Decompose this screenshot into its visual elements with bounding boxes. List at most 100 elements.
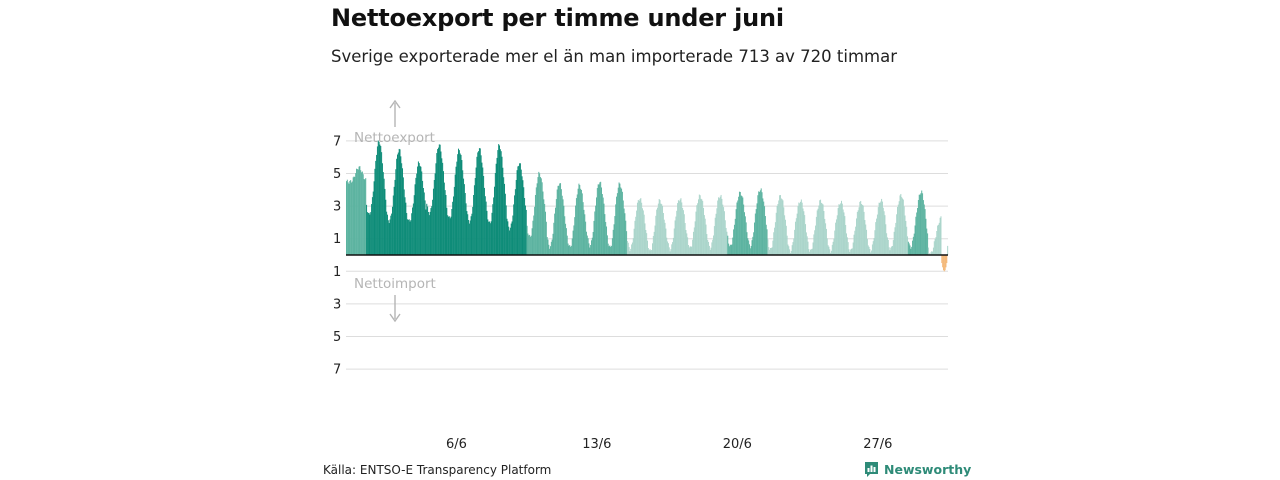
bar-net-export <box>496 157 498 255</box>
bar-net-export <box>749 244 750 255</box>
bar-net-export <box>834 230 836 255</box>
bar-net-export <box>597 184 599 255</box>
bar-net-export <box>775 212 777 255</box>
bar-net-export <box>463 178 465 255</box>
bar-net-export <box>784 219 786 255</box>
bar-net-export <box>382 172 384 255</box>
bar-net-export <box>691 246 693 255</box>
bar-net-export <box>603 203 605 255</box>
bar-net-export <box>905 220 907 255</box>
bar-net-export <box>373 181 375 255</box>
bar-net-export <box>620 187 622 255</box>
brand-logo[interactable]: Newsworthy <box>864 461 971 478</box>
bar-net-export <box>524 205 526 255</box>
bar-net-export <box>565 223 567 255</box>
bar-net-export <box>841 203 843 255</box>
bar-net-export <box>560 183 562 255</box>
bar-net-export <box>770 247 772 255</box>
brand-name: Newsworthy <box>884 462 972 477</box>
bar-net-export <box>489 223 491 255</box>
bar-net-export <box>724 220 726 255</box>
bar-net-export <box>878 202 880 255</box>
bar-net-export <box>618 182 620 255</box>
bar-net-export <box>405 202 407 255</box>
bar-net-export <box>413 195 415 255</box>
bar-net-export <box>602 197 604 255</box>
bar-net-export <box>895 222 897 255</box>
bar-net-export <box>825 228 827 255</box>
bar-net-export <box>649 249 651 255</box>
y-tick-label: 7 <box>333 363 341 378</box>
bar-net-export <box>665 228 667 255</box>
bar-net-export <box>689 246 691 255</box>
bar-net-export <box>907 241 909 255</box>
bar-net-export <box>777 204 779 255</box>
bar-net-export <box>657 203 659 255</box>
import-annotation: Nettoimport <box>354 276 436 292</box>
y-tick-label: 1 <box>333 265 341 280</box>
bar-net-export <box>466 211 468 255</box>
bar-net-export <box>635 216 637 255</box>
bar-net-export <box>666 237 668 255</box>
bar-net-export <box>411 213 413 255</box>
bar-net-export <box>515 180 517 255</box>
bar-net-export <box>692 231 694 255</box>
bar-net-export <box>696 205 698 255</box>
bar-net-export <box>910 248 912 255</box>
y-tick-label: 3 <box>333 297 341 312</box>
bar-net-export <box>409 221 411 255</box>
bar-net-export <box>776 206 778 255</box>
bar-net-export <box>433 179 435 255</box>
bar-net-export <box>585 231 587 255</box>
bar-net-export <box>814 230 816 255</box>
bar-net-export <box>920 193 922 255</box>
bar-net-export <box>615 204 617 255</box>
bar-net-export <box>430 208 432 255</box>
bar-net-export <box>833 238 835 255</box>
bar-net-export <box>826 238 828 255</box>
bar-net-export <box>386 214 388 255</box>
bar-net-export <box>682 210 684 255</box>
bar-net-export <box>694 221 696 255</box>
bar-net-export <box>444 190 446 255</box>
bar-net-export <box>584 214 586 255</box>
bar-net-export <box>591 237 593 255</box>
x-tick-label: 27/6 <box>863 437 892 452</box>
bar-net-export <box>756 203 758 255</box>
bar-net-export <box>557 185 559 255</box>
bar-net-export <box>757 195 759 255</box>
bar-net-export <box>459 153 461 255</box>
bar-net-export <box>442 171 444 255</box>
bar-net-export <box>738 196 740 255</box>
bar-net-export <box>427 211 429 255</box>
bar-net-export <box>590 245 592 255</box>
bar-net-export <box>608 246 610 255</box>
bar-net-export <box>497 150 499 255</box>
bar-net-export <box>583 209 585 255</box>
bar-net-export <box>481 162 483 255</box>
bar-net-export <box>683 214 685 255</box>
bar-net-export <box>885 224 887 255</box>
bar-net-export <box>651 249 653 255</box>
bar-net-export <box>769 248 771 255</box>
bar-net-export <box>902 199 904 255</box>
bar-net-export <box>677 203 679 255</box>
bar-net-export <box>374 168 376 255</box>
bar-net-export <box>932 251 934 255</box>
bar-net-export <box>893 231 895 255</box>
bar-net-export <box>925 218 927 255</box>
bar-net-export <box>768 247 770 255</box>
bar-net-export <box>871 250 873 255</box>
bar-net-export <box>769 249 771 255</box>
bar-net-export <box>653 231 655 255</box>
bar-net-export <box>793 238 795 255</box>
bar-net-export <box>423 192 425 255</box>
bar-net-export <box>395 169 397 255</box>
bar-net-export <box>918 194 920 255</box>
bar-net-export <box>460 154 462 255</box>
bar-net-export <box>600 181 602 255</box>
bar-net-export <box>468 219 470 255</box>
bar-net-export <box>525 209 527 255</box>
bar-net-export <box>397 154 398 255</box>
bar-net-export <box>830 252 832 255</box>
